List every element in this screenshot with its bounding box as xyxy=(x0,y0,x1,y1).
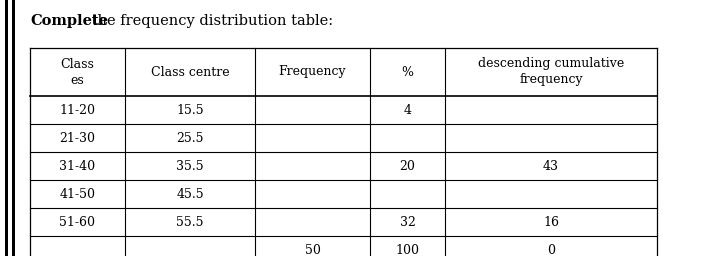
Bar xyxy=(5,0,8,256)
Text: 4: 4 xyxy=(404,103,412,116)
Text: 41-50: 41-50 xyxy=(60,187,95,200)
Text: 43: 43 xyxy=(543,159,559,173)
Text: 25.5: 25.5 xyxy=(176,132,204,144)
Text: 100: 100 xyxy=(396,243,419,256)
Text: the frequency distribution table:: the frequency distribution table: xyxy=(87,14,333,28)
Text: 0: 0 xyxy=(547,243,555,256)
Text: Frequency: Frequency xyxy=(279,66,346,79)
Text: %: % xyxy=(402,66,414,79)
Text: 32: 32 xyxy=(399,216,415,229)
Text: 35.5: 35.5 xyxy=(176,159,204,173)
Text: 20: 20 xyxy=(399,159,415,173)
Text: Complete: Complete xyxy=(30,14,108,28)
Text: 15.5: 15.5 xyxy=(176,103,204,116)
Text: 55.5: 55.5 xyxy=(176,216,204,229)
Text: 50: 50 xyxy=(305,243,320,256)
Bar xyxy=(12,0,15,256)
Text: Class
es: Class es xyxy=(60,58,95,87)
Text: 31-40: 31-40 xyxy=(60,159,95,173)
Text: descending cumulative
frequency: descending cumulative frequency xyxy=(478,58,624,87)
Text: 16: 16 xyxy=(543,216,559,229)
Text: 21-30: 21-30 xyxy=(60,132,95,144)
Text: 51-60: 51-60 xyxy=(60,216,95,229)
Text: 11-20: 11-20 xyxy=(60,103,95,116)
Text: 45.5: 45.5 xyxy=(176,187,204,200)
Text: Class centre: Class centre xyxy=(151,66,229,79)
